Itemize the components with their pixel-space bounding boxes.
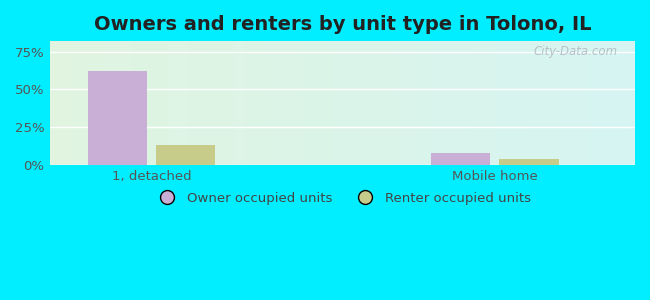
Bar [156,145,216,165]
Legend: Owner occupied units, Renter occupied units: Owner occupied units, Renter occupied un… [149,186,536,210]
Bar [431,152,490,165]
Bar [499,159,558,165]
Text: City-Data.com: City-Data.com [534,45,618,58]
Bar [88,71,147,165]
Title: Owners and renters by unit type in Tolono, IL: Owners and renters by unit type in Tolon… [94,15,592,34]
